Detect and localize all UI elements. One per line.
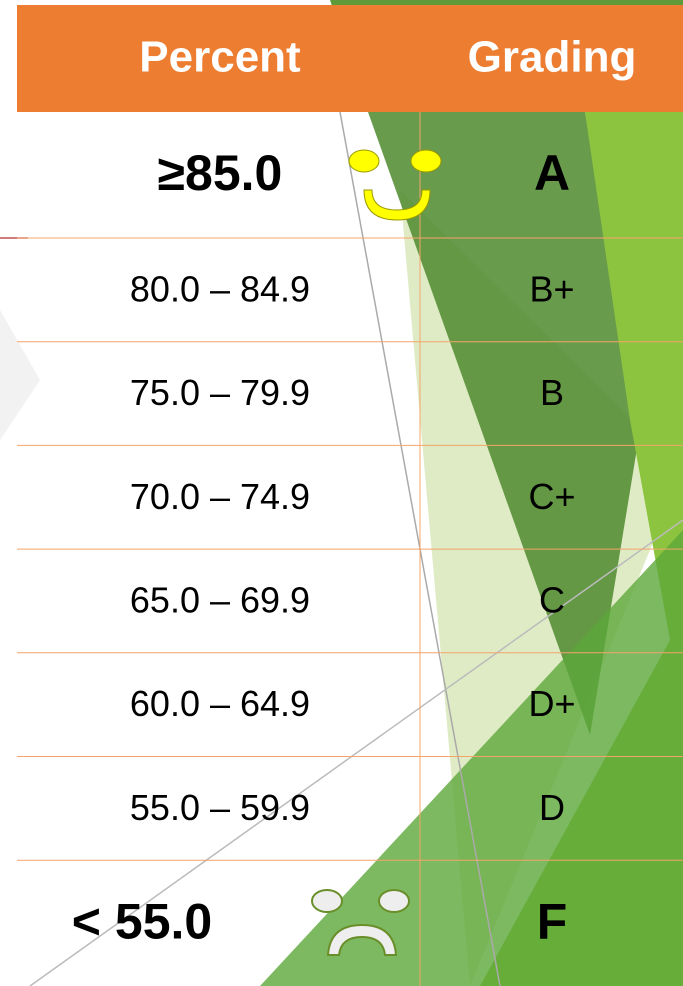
grade: B (540, 372, 564, 413)
grade: D+ (528, 683, 575, 724)
percent-range: < 55.0 (72, 893, 212, 949)
percent-range: 65.0 – 69.9 (130, 579, 310, 620)
percent-range: 55.0 – 59.9 (130, 787, 310, 828)
percent-range: ≥85.0 (158, 145, 283, 201)
grade: C (539, 579, 565, 620)
grade: A (534, 145, 570, 201)
grade: D (539, 787, 565, 828)
percent-range: 70.0 – 74.9 (130, 476, 310, 517)
slide: Percent Grading ≥85.0 A 80.0 – 84.9 B+ 75.0 – … (0, 0, 683, 986)
percent-range: 80.0 – 84.9 (130, 268, 310, 309)
percent-range: 60.0 – 64.9 (130, 683, 310, 724)
column-header: Percent (139, 33, 301, 82)
page: Percent Grading ≥85.0 A 80.0 – 84.9 B+ 75.0 – … (0, 0, 683, 986)
percent-range: 75.0 – 79.9 (130, 372, 310, 413)
column-header: Grading (468, 33, 637, 82)
background-shapes (0, 0, 683, 986)
grade: C+ (528, 476, 575, 517)
grade: F (537, 893, 568, 949)
table-cells: Percent Grading ≥85.0 A 80.0 – 84.9 B+ 75.0 – … (72, 33, 637, 950)
grade: B+ (529, 268, 574, 309)
